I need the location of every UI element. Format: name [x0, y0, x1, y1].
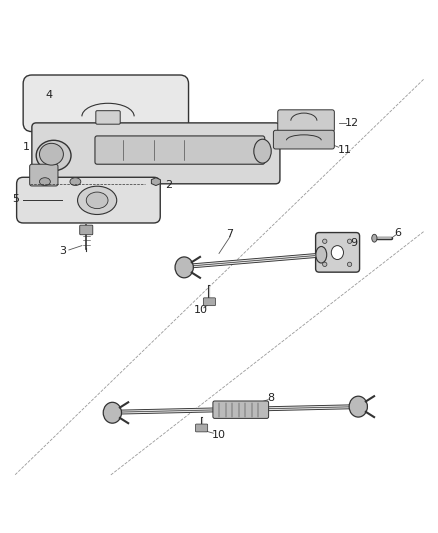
- Ellipse shape: [347, 239, 352, 244]
- Text: 3: 3: [59, 246, 66, 256]
- Ellipse shape: [86, 192, 108, 208]
- FancyBboxPatch shape: [32, 123, 280, 184]
- Ellipse shape: [39, 177, 50, 185]
- FancyBboxPatch shape: [23, 75, 188, 132]
- Text: 8: 8: [268, 393, 275, 403]
- FancyBboxPatch shape: [95, 136, 265, 164]
- Ellipse shape: [70, 177, 81, 185]
- FancyBboxPatch shape: [278, 110, 334, 132]
- FancyBboxPatch shape: [80, 225, 93, 235]
- FancyBboxPatch shape: [96, 111, 120, 124]
- FancyBboxPatch shape: [195, 424, 208, 432]
- Text: 5: 5: [12, 194, 19, 204]
- Ellipse shape: [103, 402, 121, 423]
- FancyBboxPatch shape: [273, 130, 334, 149]
- Ellipse shape: [175, 257, 193, 278]
- Ellipse shape: [316, 246, 327, 263]
- Text: 11: 11: [338, 145, 352, 155]
- Ellipse shape: [39, 143, 64, 165]
- Text: 12: 12: [345, 118, 359, 128]
- Ellipse shape: [254, 139, 271, 163]
- FancyBboxPatch shape: [213, 401, 268, 418]
- Ellipse shape: [322, 262, 327, 266]
- Text: 6: 6: [394, 228, 401, 238]
- FancyBboxPatch shape: [203, 298, 215, 305]
- Ellipse shape: [331, 246, 343, 260]
- Text: 1: 1: [23, 142, 30, 152]
- Ellipse shape: [78, 186, 117, 214]
- Text: 2: 2: [166, 180, 173, 190]
- FancyBboxPatch shape: [316, 232, 360, 272]
- Text: 4: 4: [46, 90, 53, 100]
- FancyBboxPatch shape: [30, 164, 58, 186]
- Text: 9: 9: [350, 238, 357, 247]
- Text: 10: 10: [194, 305, 208, 315]
- Polygon shape: [152, 177, 160, 185]
- Text: 7: 7: [226, 229, 233, 239]
- Ellipse shape: [36, 140, 71, 171]
- Ellipse shape: [322, 239, 327, 244]
- Ellipse shape: [372, 235, 377, 242]
- Ellipse shape: [349, 396, 367, 417]
- FancyBboxPatch shape: [17, 177, 160, 223]
- Text: 10: 10: [212, 430, 226, 440]
- Ellipse shape: [347, 262, 352, 266]
